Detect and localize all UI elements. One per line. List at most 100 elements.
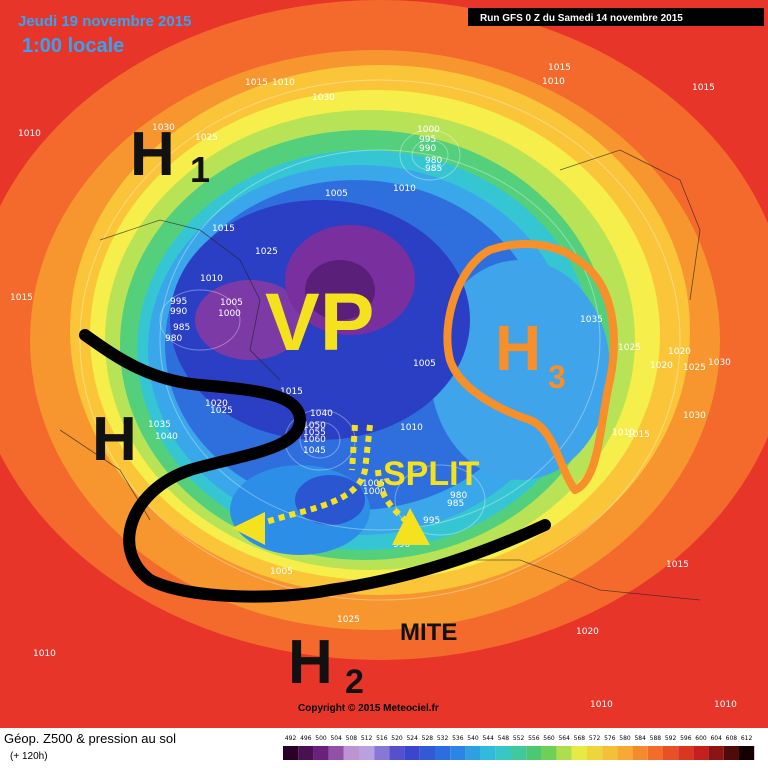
colorbar-cell [526,746,542,760]
colorbar-cell [298,746,314,760]
colorbar-label: 516 [376,735,388,742]
isobar-label: 1010 [590,700,613,710]
colorbar-cell [374,746,390,760]
isobar-label: 1015 [212,224,235,234]
colorbar-label: 492 [285,735,297,742]
arrow-head-left [232,512,265,545]
colorbar-cell [465,746,481,760]
isobar-label: 1020 [650,361,673,371]
colorbar-label: 588 [650,735,662,742]
run-label: Run GFS 0 Z du Samedi 14 novembre 2015 [480,13,683,24]
colorbar-label: 612 [741,735,753,742]
colorbar-cell [587,746,603,760]
isobar-label: 1025 [683,363,706,373]
colorbar-label: 596 [680,735,692,742]
colorbar-label: 512 [361,735,373,742]
colorbar-cell [495,746,511,760]
colorbar-label: 584 [634,735,646,742]
isobar-label: 1015 [692,83,715,93]
isobar-label: 1025 [255,247,278,257]
split-arrows [254,424,408,528]
colorbar-cell [708,746,724,760]
isobar-label: 1040 [155,432,178,442]
colorbar-cell [632,746,648,760]
colorbar-label: 560 [543,735,555,742]
isobar-label: 1010 [200,274,223,284]
colorbar-label: 572 [589,735,601,742]
isobar-label: 1060 [303,435,326,445]
isobar-label: 1015 [280,387,303,397]
isobar-label: 1015 [548,63,571,73]
colorbar-label: 520 [391,735,403,742]
colorbar-cell [556,746,572,760]
isobar-label: 1005 [220,298,243,308]
isobar-label: 1055 [303,428,326,438]
coastlines [59,149,701,601]
isobar-label: 1035 [580,315,603,325]
colorbar-label: 548 [498,735,510,742]
isobar-label: 1020 [576,627,599,637]
colorbar-cell [541,746,557,760]
isobar-label: 980 [165,334,182,344]
colorbar-cell [419,746,435,760]
h1-subscript: 1 [190,149,210,190]
colorbar-label: 540 [467,735,479,742]
isobar-label: 1030 [312,93,335,103]
split-label: SPLIT [383,455,480,493]
isobar-label: 985 [425,164,442,174]
isobar-label: 1010 [542,77,565,87]
h3-contour [443,240,618,494]
isobar-label: 995 [170,297,187,307]
colorbar-cell [480,746,496,760]
h2-subscript: 2 [345,663,364,701]
isobar-label: 1010 [714,700,737,710]
isobar-label: 1025 [618,343,641,353]
annotations: H 1 VP H 3 H SPLIT H 2 MITE [92,120,566,701]
colorbar-cell [389,746,405,760]
colorbar-cell [328,746,344,760]
colorbar-label: 600 [695,735,707,742]
isobar-label: 1030 [152,123,175,133]
isobar-label: 995 [423,516,440,526]
isobar-label: 980 [450,491,467,501]
isobar-label: 1015 [245,78,268,88]
isobar-label: 1005 [362,479,385,489]
colorbar-cell [359,746,375,760]
h3-subscript: 3 [548,359,566,395]
isobar-labels: 1015 1010 1030 1030 1025 1010 1015 1010 1015 1000… [10,63,737,710]
colorbar-cell [663,746,679,760]
colorbar-cell [571,746,587,760]
colorbar-cell [647,746,663,760]
colorbar-cell [343,746,359,760]
isobar-label: 1025 [210,406,233,416]
colorbar-label: 504 [330,735,342,742]
isobar-label: 1020 [205,399,228,409]
isobar-label: 990 [419,144,436,154]
isobar-label: 1005 [325,189,348,199]
footer-lead: (+ 120h) [10,751,48,762]
colorbar-label: 568 [574,735,586,742]
colorbar-cell [723,746,739,760]
colorbar-label: 536 [452,735,464,742]
colorbar-label: 556 [528,735,540,742]
colorbar-cell [617,746,633,760]
colorbar-label: 528 [422,735,434,742]
isobar-label: 1010 [612,428,635,438]
isobar-label: 1030 [683,411,706,421]
isobar-label: 1035 [148,420,171,430]
colorbar-cell [404,746,420,760]
copyright: Copyright © 2015 Meteociel.fr [298,703,439,714]
colorbar-label: 532 [437,735,449,742]
colorbar: 492 496 500 504 508 512 516 520 524 528 532 536 540 5… [283,735,755,760]
colorbar-label: 508 [346,735,358,742]
footer-title: Géop. Z500 & pression au sol [4,731,176,746]
isobar-label: 1000 [218,309,241,319]
isobar-label: 1020 [668,347,691,357]
colorbar-label: 576 [604,735,616,742]
time-label: 1:00 locale [22,35,124,57]
isobar-lines [79,79,681,601]
h2-label: H [288,628,333,697]
isobar-label: 1010 [400,423,423,433]
isobar-label: 1050 [303,421,326,431]
